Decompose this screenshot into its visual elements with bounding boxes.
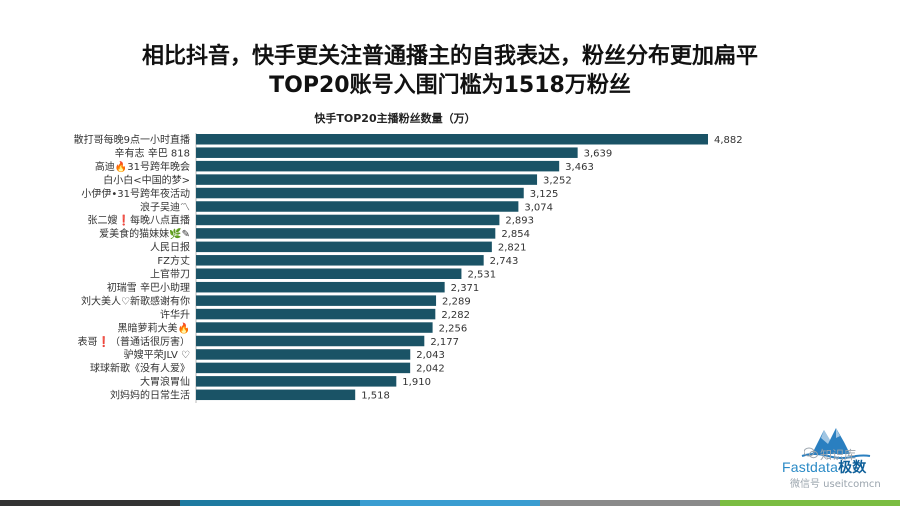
footer-color-segment bbox=[360, 500, 540, 506]
wechat-icon bbox=[804, 447, 818, 459]
value-label: 3,252 bbox=[543, 175, 572, 186]
page-title-line2: TOP20账号入围门槛为1518万粉丝 bbox=[269, 73, 631, 98]
brand-logo-text: Fastdata极数 bbox=[782, 457, 866, 477]
footer-color-segment bbox=[180, 500, 360, 506]
chart-title: 快手TOP20主播粉丝数量（万） bbox=[314, 112, 476, 125]
category-label: 初瑞雪 辛巴小助理 bbox=[107, 281, 190, 294]
value-label: 1,518 bbox=[361, 391, 390, 402]
category-label: FZ方丈 bbox=[157, 254, 190, 267]
category-label: 驴嫂平荣JLV ♡ bbox=[124, 348, 190, 361]
bar bbox=[196, 268, 462, 279]
category-label: 刘妈妈的日常生活 bbox=[110, 389, 190, 402]
brand-prefix: Fastdata bbox=[782, 459, 839, 475]
value-label: 2,282 bbox=[441, 310, 470, 321]
bar bbox=[196, 295, 437, 306]
wechat-name: 知识库 bbox=[820, 448, 857, 462]
bar bbox=[196, 308, 436, 320]
category-label: 高迪🔥31号跨年晚会 bbox=[95, 160, 190, 173]
value-label: 2,531 bbox=[467, 270, 496, 281]
bar bbox=[196, 160, 560, 172]
category-label: 浪子吴迪〽 bbox=[140, 200, 190, 213]
category-label: 球球新歌《没有人爱》 bbox=[90, 362, 190, 375]
bar bbox=[196, 349, 411, 360]
value-label: 3,125 bbox=[530, 189, 559, 200]
value-label: 2,177 bbox=[430, 337, 459, 348]
value-label: 3,463 bbox=[565, 162, 594, 173]
bar bbox=[196, 335, 425, 347]
category-label: 白小白<中国的梦> bbox=[103, 173, 190, 186]
footer-color-segment bbox=[540, 500, 720, 506]
value-label: 2,743 bbox=[490, 256, 519, 267]
category-label: 表哥❗（普通话很厉害） bbox=[78, 335, 190, 348]
bar bbox=[196, 255, 484, 266]
bar bbox=[196, 322, 433, 333]
bar bbox=[196, 187, 524, 199]
bar bbox=[196, 201, 519, 212]
footer-color-bar bbox=[0, 500, 900, 506]
category-label: 小伊伊•31号跨年夜活动 bbox=[81, 187, 190, 200]
value-label: 1,910 bbox=[402, 377, 431, 388]
brand-suffix: 极数 bbox=[838, 459, 867, 475]
bar bbox=[196, 281, 445, 293]
footer-color-segment bbox=[0, 500, 180, 506]
footer-color-segment bbox=[720, 500, 900, 506]
category-label: 爱美食的猫妹妹🌿✎ bbox=[99, 227, 190, 240]
fastdata-logo-icon bbox=[801, 428, 871, 459]
category-label: 黑暗萝莉大美🔥 bbox=[118, 321, 190, 334]
value-label: 4,882 bbox=[714, 135, 743, 146]
bar bbox=[196, 214, 500, 226]
category-label: 上官带刀 bbox=[150, 268, 190, 281]
bar bbox=[196, 147, 578, 158]
category-label: 大胃浪胃仙 bbox=[140, 375, 190, 388]
value-label: 2,854 bbox=[501, 229, 530, 240]
value-label: 2,042 bbox=[416, 364, 445, 375]
bar bbox=[196, 174, 538, 185]
wechat-id: 微信号 useitcomcn bbox=[790, 479, 881, 490]
bar bbox=[196, 362, 411, 374]
value-label: 2,893 bbox=[505, 216, 534, 227]
bar bbox=[196, 389, 356, 401]
value-label: 2,043 bbox=[416, 350, 445, 361]
value-label: 3,639 bbox=[584, 148, 613, 159]
value-label: 2,371 bbox=[451, 283, 480, 294]
value-label: 3,074 bbox=[524, 202, 553, 213]
value-label: 2,289 bbox=[442, 296, 471, 307]
bar bbox=[196, 228, 496, 239]
category-label: 张二嫂❗每晚八点直播 bbox=[88, 214, 190, 227]
value-label: 2,821 bbox=[498, 243, 527, 254]
category-label: 辛有志 辛巴 818 bbox=[115, 146, 190, 159]
page-title-line1: 相比抖音，快手更关注普通播主的自我表达，粉丝分布更加扁平 bbox=[141, 44, 758, 69]
value-label: 2,256 bbox=[439, 323, 468, 334]
bar bbox=[196, 241, 492, 253]
category-label: 刘大美人♡新歌感谢有你 bbox=[81, 294, 190, 307]
category-label: 散打哥每晚9点一小时直播 bbox=[74, 133, 190, 146]
bar bbox=[196, 134, 708, 145]
category-label: 人民日报 bbox=[150, 241, 190, 254]
category-label: 许华升 bbox=[160, 308, 190, 321]
bar bbox=[196, 376, 397, 387]
